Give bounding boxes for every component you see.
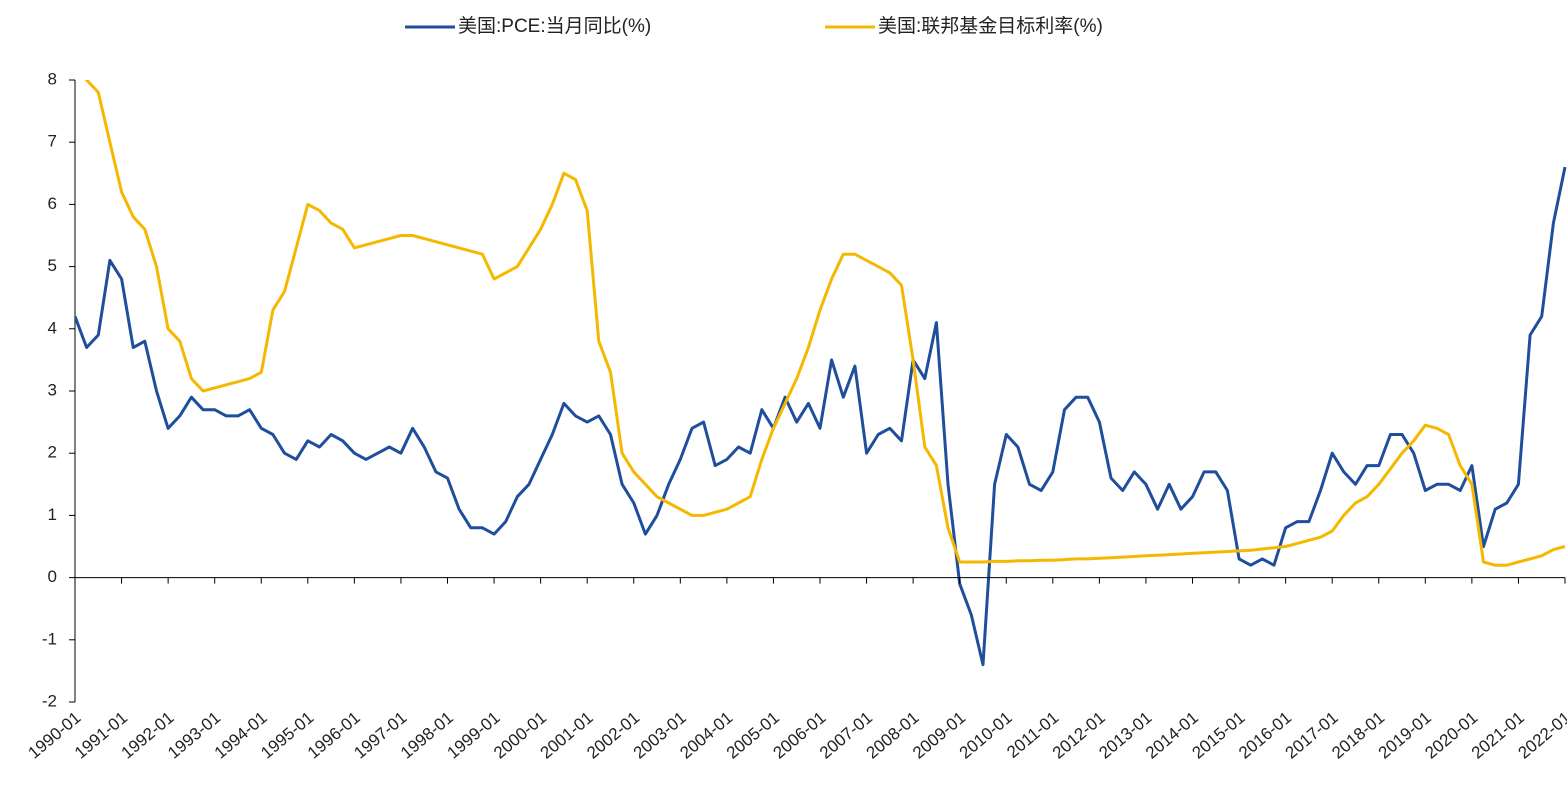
y-tick-label: 0 (48, 567, 57, 586)
y-tick-label: 2 (48, 443, 57, 462)
y-tick-label: -1 (42, 629, 57, 648)
legend-label: 美国:PCE:当月同比(%) (458, 15, 651, 37)
y-tick-label: -2 (42, 691, 57, 710)
y-tick-label: 6 (48, 194, 57, 213)
y-tick-label: 1 (48, 505, 57, 524)
y-tick-label: 4 (48, 318, 57, 337)
y-tick-label: 5 (48, 256, 57, 275)
series-line (84, 80, 1566, 567)
y-tick-label: 7 (48, 132, 57, 151)
y-tick-label: 3 (48, 380, 57, 399)
x-tick-label: 2010-01 (956, 708, 1016, 763)
series-line (75, 166, 1567, 667)
y-tick-label: 8 (48, 69, 57, 88)
legend-label: 美国:联邦基金目标利率(%) (878, 15, 1103, 37)
